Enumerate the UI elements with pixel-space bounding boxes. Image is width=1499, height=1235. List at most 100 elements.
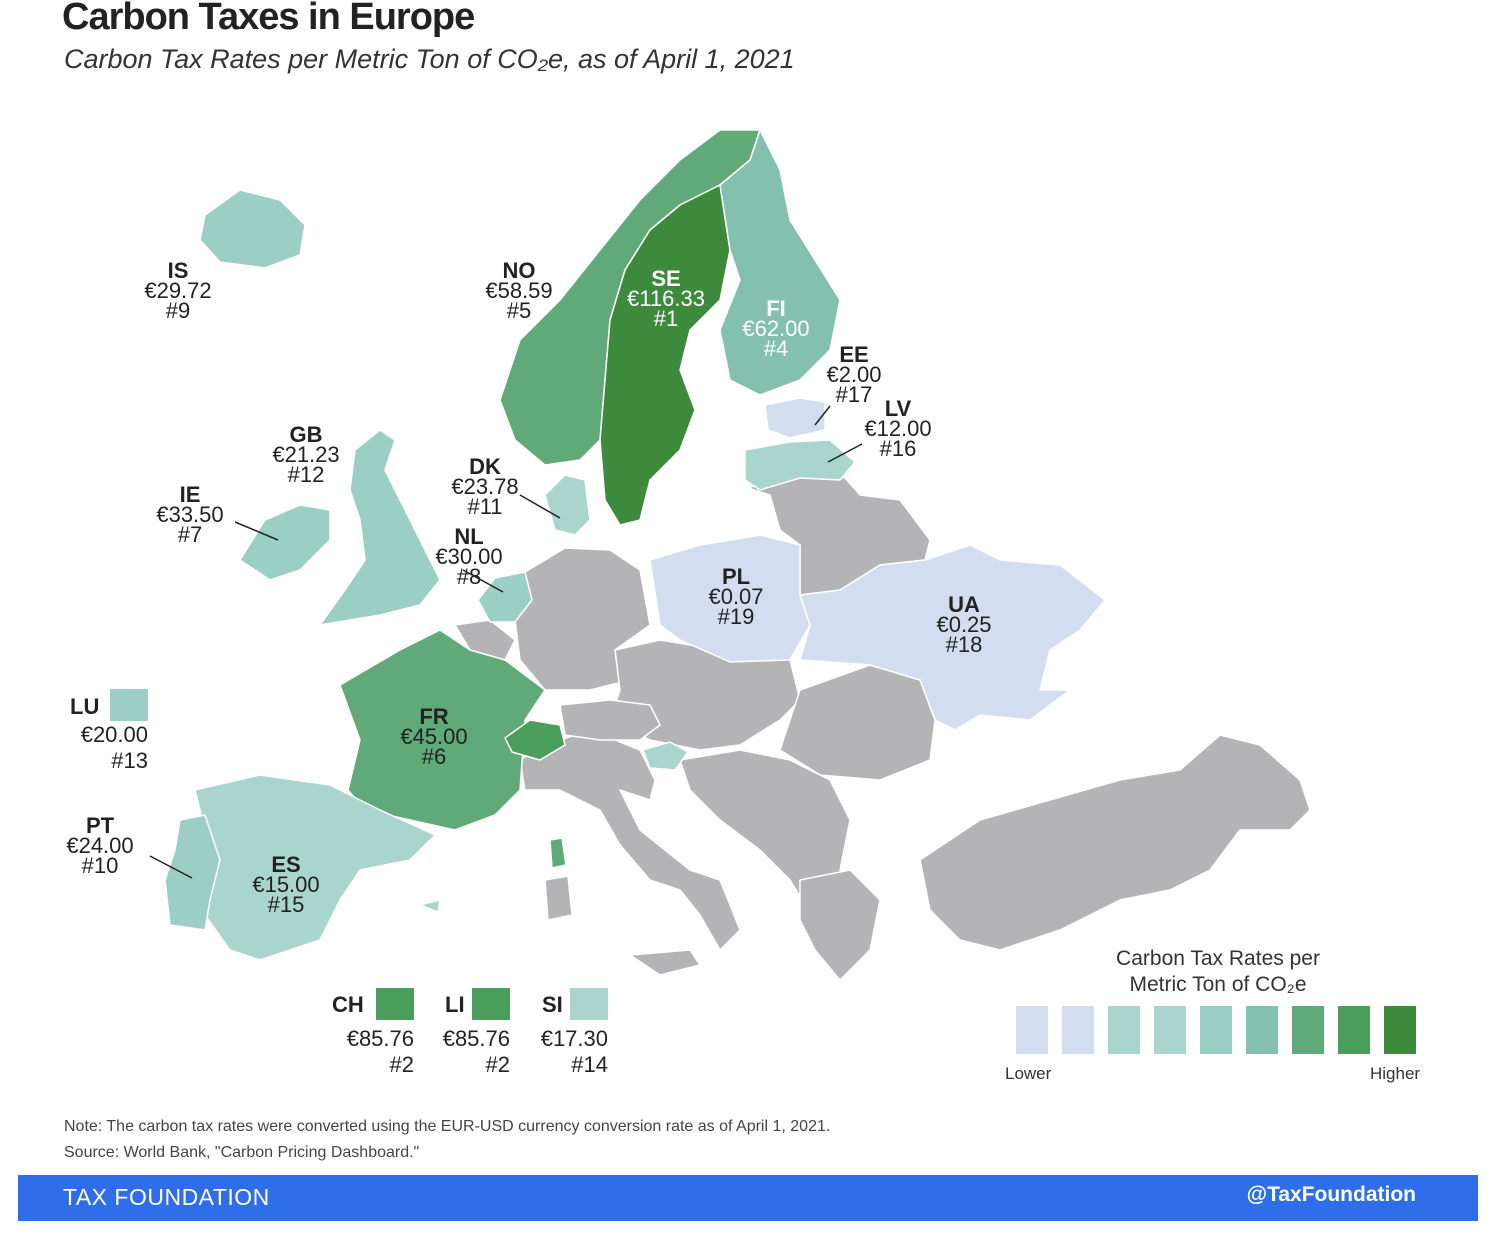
country-estonia <box>764 397 826 439</box>
label-rank-es: #15 <box>268 892 305 917</box>
leader-ee <box>814 405 831 426</box>
footer-handle[interactable]: @TaxFoundation <box>1246 1183 1416 1206</box>
label-rate-se: €116.33 <box>627 286 705 311</box>
label-code-ie: IE <box>180 482 201 507</box>
country-sicily <box>629 949 701 976</box>
label-rank-pt: #10 <box>82 853 119 878</box>
inset-rank-li: #2 <box>485 1052 510 1077</box>
label-rank-dk: #11 <box>467 494 502 519</box>
inset-rank-lu: #13 <box>111 748 148 773</box>
label-rate-ee: €2.00 <box>826 362 881 387</box>
label-rate-no: €58.59 <box>485 278 552 303</box>
inset-rank-ch: #2 <box>389 1052 414 1077</box>
label-code-is: IS <box>168 258 189 283</box>
country-romania-moldova <box>779 664 936 781</box>
label-rank-ie: #7 <box>178 522 202 547</box>
label-code-fr: FR <box>419 704 448 729</box>
label-rate-dk: €23.78 <box>451 474 518 499</box>
country-iceland <box>199 189 306 269</box>
label-code-nl: NL <box>454 524 483 549</box>
label-rate-es: €15.00 <box>252 872 319 897</box>
inset-rate-li: €85.76 <box>442 1026 510 1051</box>
legend-swatch-6 <box>1246 1006 1278 1054</box>
country-ireland <box>239 504 331 581</box>
leader-pt <box>149 855 193 879</box>
label-rank-is: #9 <box>166 298 190 323</box>
source-text: Source: World Bank, "Carbon Pricing Dash… <box>64 1144 420 1161</box>
label-code-pt: PT <box>86 813 115 838</box>
country-denmark <box>544 474 591 536</box>
label-rate-is: €29.72 <box>144 278 211 303</box>
legend-swatch-5 <box>1200 1006 1232 1054</box>
legend-low-label: Lower <box>1005 1064 1052 1083</box>
country-great-britain <box>319 429 441 626</box>
legend-high-label: Higher <box>1370 1064 1421 1083</box>
label-rate-pt: €24.00 <box>66 833 133 858</box>
legend-swatch-7 <box>1292 1006 1324 1054</box>
label-code-lv: LV <box>885 396 912 421</box>
legend-title: Carbon Tax Rates per Metric Ton of CO₂e <box>1090 946 1346 998</box>
country-portugal <box>164 814 221 931</box>
label-rate-ie: €33.50 <box>156 502 223 527</box>
label-code-ua: UA <box>948 592 980 617</box>
country-finland <box>719 129 841 396</box>
inset-code-li: LI <box>445 992 465 1017</box>
label-rank-fr: #6 <box>422 744 446 769</box>
footer-bar: TAX FOUNDATION @TaxFoundation <box>18 1175 1478 1221</box>
country-italy <box>519 729 741 951</box>
country-balearic <box>419 899 441 913</box>
footer-brand: TAX FOUNDATION <box>63 1184 270 1210</box>
leader-nl <box>462 569 504 593</box>
legend-title-line2: Metric Ton of CO₂e <box>1129 973 1307 996</box>
label-code-dk: DK <box>469 454 501 479</box>
country-switzerland <box>504 719 566 761</box>
label-rank-fi: #4 <box>764 336 788 361</box>
country-netherlands <box>477 571 533 623</box>
leader-dk <box>519 494 561 519</box>
label-rank-lv: #16 <box>880 436 917 461</box>
country-sweden <box>599 184 731 526</box>
legend-swatch-2 <box>1062 1006 1094 1054</box>
inset-code-lu: LU <box>70 694 100 719</box>
country-greece <box>799 869 881 981</box>
label-rate-fi: €62.00 <box>742 316 809 341</box>
country-ukraine <box>799 544 1106 731</box>
swatch-li <box>472 988 510 1020</box>
label-code-pl: PL <box>722 564 750 589</box>
legend-title-line1: Carbon Tax Rates per <box>1116 947 1320 970</box>
inset-code-si: SI <box>542 992 563 1017</box>
note-text: Note: The carbon tax rates were converte… <box>64 1118 831 1135</box>
leader-ie <box>234 521 279 541</box>
country-latvia <box>744 439 856 491</box>
map-title: Carbon Taxes in Europe <box>62 0 475 38</box>
label-code-no: NO <box>503 258 536 283</box>
label-rate-gb: €21.23 <box>272 442 339 467</box>
label-rank-nl: #8 <box>457 564 481 589</box>
label-code-gb: GB <box>290 422 323 447</box>
label-rank-ee: #17 <box>836 382 873 407</box>
inset-rate-lu: €20.00 <box>80 722 148 747</box>
label-rate-pl: €0.07 <box>708 584 763 609</box>
country-labels: IS€29.72#9NO€58.59#5SE€116.33#1 FI€62.00#… <box>66 258 991 917</box>
swatch-ch <box>376 988 414 1020</box>
label-rank-no: #5 <box>507 298 531 323</box>
inset-rate-si: €17.30 <box>540 1026 608 1051</box>
inset-rate-ch: €85.76 <box>346 1026 414 1051</box>
inset-code-ch: CH <box>332 992 364 1017</box>
legend-swatch-8 <box>1338 1006 1370 1054</box>
leader-lines <box>149 405 863 879</box>
label-rank-ua: #18 <box>946 632 983 657</box>
label-code-ee: EE <box>839 342 868 367</box>
swatch-si <box>570 988 608 1020</box>
label-rate-fr: €45.00 <box>400 724 467 749</box>
country-austria <box>559 699 661 741</box>
country-slovenia <box>642 741 689 771</box>
country-turkey <box>919 734 1311 951</box>
label-code-se: SE <box>651 266 680 291</box>
map-subtitle: Carbon Tax Rates per Metric Ton of CO₂e,… <box>64 44 795 74</box>
swatch-lu <box>110 689 148 721</box>
country-sardinia <box>544 875 573 921</box>
label-code-es: ES <box>271 852 300 877</box>
label-rate-nl: €30.00 <box>435 544 502 569</box>
